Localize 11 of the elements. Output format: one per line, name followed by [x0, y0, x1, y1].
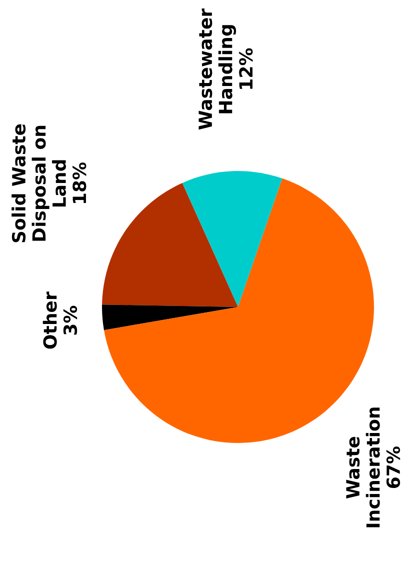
slice-label: Waste Incineration: [346, 408, 380, 528]
data-label: 3%: [63, 306, 78, 335]
pie-slice: [102, 304, 238, 330]
data-label: 18%: [72, 162, 86, 204]
slice-label: Wastewater Handling: [198, 8, 236, 130]
data-label: 12%: [239, 48, 253, 89]
pie-slice: [102, 182, 238, 307]
slice-label: Other: [42, 292, 57, 349]
slice-label: Solid Waste Disposal on Land: [12, 124, 66, 242]
pie-slice: [182, 171, 282, 307]
data-label: 67%: [386, 446, 400, 488]
